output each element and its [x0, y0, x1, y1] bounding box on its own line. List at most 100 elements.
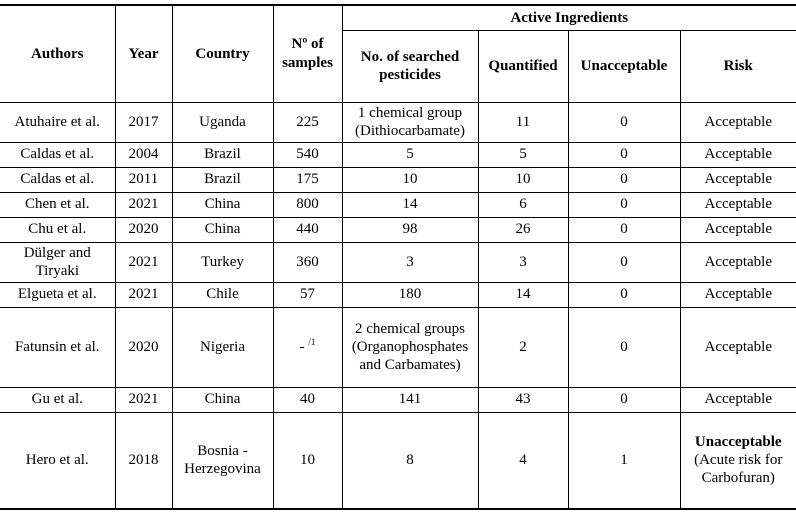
cell-quantified: 5: [477, 141, 569, 168]
table-row: Dülger and Tiryaki 2021 Turkey 360 3 3 0 Accept…: [0, 241, 796, 283]
cell-risk: Acceptable: [679, 306, 796, 388]
cell-risk: Acceptable: [679, 141, 796, 168]
cell-year: 2004: [114, 141, 173, 168]
cell-quantified: 6: [477, 191, 569, 218]
cell-authors: Hero et al.: [0, 411, 116, 510]
cell-unacceptable: 0: [567, 216, 681, 243]
cell-samples: 40: [272, 386, 343, 413]
table-header: Authors Year Country Nº of samples Activ…: [0, 4, 796, 103]
cell-country: Nigeria: [171, 306, 274, 388]
cell-samples: 540: [272, 141, 343, 168]
cell-year: 2021: [114, 386, 173, 413]
cell-authors: Gu et al.: [0, 386, 116, 413]
cell-quantified: 26: [477, 216, 569, 243]
cell-risk: Acceptable: [679, 281, 796, 308]
cell-risk: Acceptable: [679, 191, 796, 218]
cell-authors: Elgueta et al.: [0, 281, 116, 308]
cell-quantified: 10: [477, 166, 569, 193]
cell-country: China: [171, 216, 274, 243]
cell-samples: 225: [272, 101, 343, 143]
cell-quantified: 3: [477, 241, 569, 283]
cell-samples: 440: [272, 216, 343, 243]
cell-searched-pesticides: 3: [341, 241, 479, 283]
cell-searched-pesticides: 141: [341, 386, 479, 413]
table-row: Gu et al. 2021 China 40 141 43 0 Acceptable: [0, 386, 796, 413]
cell-searched-pesticides: 1 chemical group (Dithiocarbamate): [341, 101, 479, 143]
cell-year: 2020: [114, 306, 173, 388]
cell-searched-pesticides: 8: [341, 411, 479, 510]
col-header-samples: Nº of samples: [272, 4, 343, 103]
cell-searched-pesticides: 2 chemical groups (Organophosphates and …: [341, 306, 479, 388]
cell-authors: Atuhaire et al.: [0, 101, 116, 143]
cell-authors: Dülger and Tiryaki: [0, 241, 116, 283]
cell-samples: 360: [272, 241, 343, 283]
cell-country: China: [171, 191, 274, 218]
bold-risk-label: Unacceptable: [694, 433, 782, 450]
cell-samples: 10: [272, 411, 343, 510]
col-header-country: Country: [171, 4, 274, 103]
col-header-searched-pesticides: No. of searched pesticides: [342, 29, 479, 103]
col-header-unacceptable: Unacceptable: [567, 29, 681, 103]
cell-unacceptable: 0: [567, 241, 681, 283]
cell-risk: Acceptable: [679, 166, 796, 193]
col-header-risk: Risk: [679, 29, 796, 103]
table-row: Atuhaire et al. 2017 Uganda 225 1 chemical g…: [0, 101, 796, 143]
cell-unacceptable: 0: [567, 306, 681, 388]
cell-searched-pesticides: 5: [341, 141, 479, 168]
cell-year: 2017: [114, 101, 173, 143]
cell-risk: Acceptable: [679, 101, 796, 143]
cell-quantified: 4: [477, 411, 569, 510]
table-row: Fatunsin et al. 2020 Nigeria - /1 2 chemical…: [0, 306, 796, 388]
cell-samples: 800: [272, 191, 343, 218]
cell-risk: Unacceptable (Acute risk for Carbofuran): [679, 411, 796, 510]
cell-unacceptable: 1: [567, 411, 681, 510]
cell-country: Turkey: [171, 241, 274, 283]
cell-quantified: 14: [477, 281, 569, 308]
cell-samples: 57: [272, 281, 343, 308]
cell-unacceptable: 0: [567, 191, 681, 218]
cell-country: Bosnia - Herzegovina: [171, 411, 274, 510]
cell-quantified: 2: [477, 306, 569, 388]
footnote-marker: /1: [308, 336, 316, 347]
cell-country: Chile: [171, 281, 274, 308]
cell-searched-pesticides: 180: [341, 281, 479, 308]
cell-country: Uganda: [171, 101, 274, 143]
cell-risk: Acceptable: [679, 216, 796, 243]
cell-unacceptable: 0: [567, 166, 681, 193]
cell-year: 2021: [114, 281, 173, 308]
col-header-quantified: Quantified: [477, 29, 569, 103]
cell-authors: Fatunsin et al.: [0, 306, 116, 388]
cell-searched-pesticides: 98: [341, 216, 479, 243]
table-row: Chen et al. 2021 China 800 14 6 0 Acceptable: [0, 191, 796, 218]
cell-year: 2021: [114, 241, 173, 283]
table-row: Caldas et al. 2011 Brazil 175 10 10 0 Acceptabl…: [0, 166, 796, 193]
col-header-active-ingredients: Active Ingredients: [341, 4, 796, 31]
table-row: Hero et al. 2018 Bosnia - Herzegovina 10 8 4 1…: [0, 411, 796, 510]
table-body: Atuhaire et al. 2017 Uganda 225 1 chemical g…: [0, 101, 796, 510]
cell-country: Brazil: [171, 141, 274, 168]
pesticide-studies-table: Authors Year Country Nº of samples Activ…: [0, 4, 796, 510]
header-row-top: Authors Year Country Nº of samples Activ…: [0, 4, 796, 103]
table-row: Elgueta et al. 2021 Chile 57 180 14 0 Acceptabl…: [0, 281, 796, 308]
cell-risk: Acceptable: [679, 386, 796, 413]
cell-authors: Chu et al.: [0, 216, 116, 243]
cell-year: 2021: [114, 191, 173, 218]
col-header-year: Year: [114, 4, 173, 103]
cell-risk: Acceptable: [679, 241, 796, 283]
cell-year: 2018: [114, 411, 173, 510]
cell-searched-pesticides: 14: [341, 191, 479, 218]
cell-unacceptable: 0: [567, 281, 681, 308]
cell-unacceptable: 0: [567, 141, 681, 168]
cell-samples: - /1: [272, 306, 343, 388]
cell-unacceptable: 0: [567, 386, 681, 413]
table-row: Chu et al. 2020 China 440 98 26 0 Acceptable: [0, 216, 796, 243]
col-header-authors: Authors: [0, 4, 116, 103]
cell-authors: Caldas et al.: [0, 166, 116, 193]
cell-country: China: [171, 386, 274, 413]
cell-quantified: 11: [477, 101, 569, 143]
cell-authors: Chen et al.: [0, 191, 116, 218]
cell-quantified: 43: [477, 386, 569, 413]
table-row: Caldas et al. 2004 Brazil 540 5 5 0 Acceptable: [0, 141, 796, 168]
cell-year: 2011: [114, 166, 173, 193]
cell-country: Brazil: [171, 166, 274, 193]
